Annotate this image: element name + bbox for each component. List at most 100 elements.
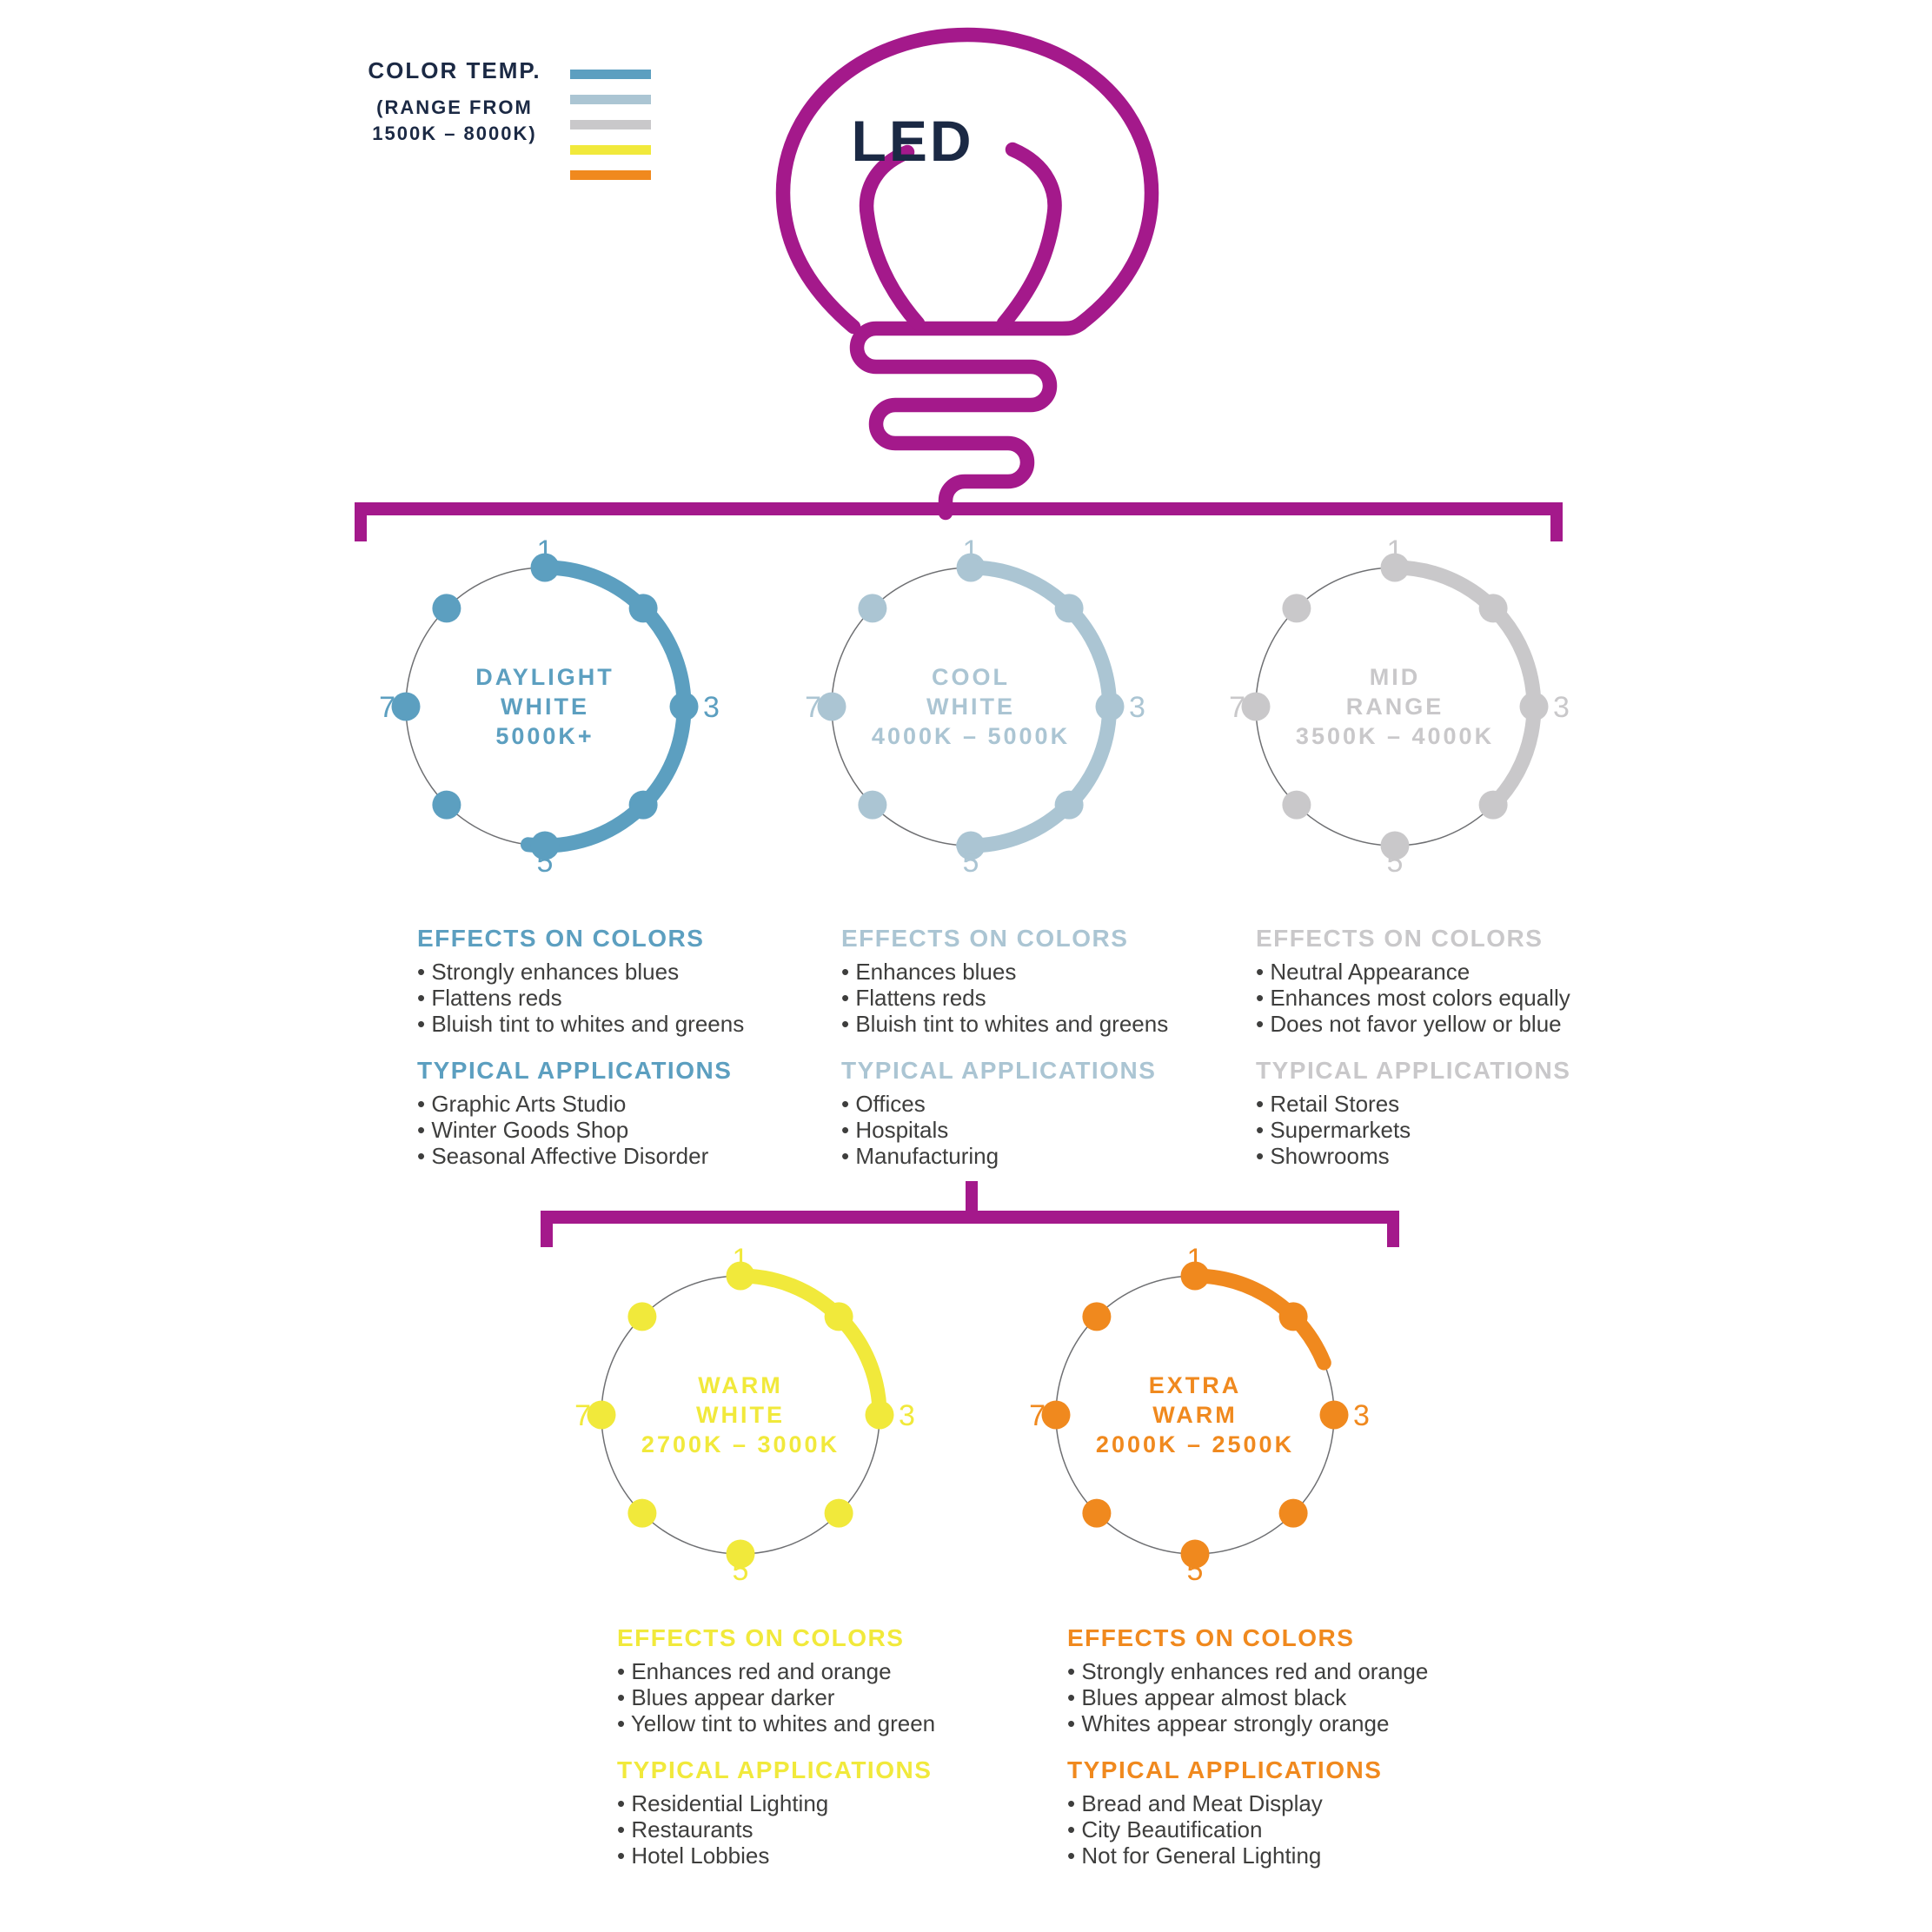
dial-dot (669, 692, 699, 721)
applications-list: • Retail Stores • Supermarkets • Showrooms (1256, 1091, 1664, 1169)
bullet-item: • Yellow tint to whites and green (617, 1710, 936, 1736)
dial-number: 3 (703, 691, 720, 724)
led-bulb-icon: LED (775, 27, 1159, 521)
dial-dot (1054, 790, 1084, 820)
dial-number: 5 (733, 1554, 749, 1587)
dial-number: 3 (1129, 691, 1145, 724)
dial-dot (956, 553, 986, 582)
dial-dot (1180, 1539, 1210, 1569)
dial-dot (1380, 553, 1410, 582)
dial-svg: 1 3 5 7 (379, 534, 720, 879)
info-mid-range: EFFECTS ON COLORS • Neutral Appearance • … (1256, 924, 1664, 1169)
dial-dot (1278, 1498, 1308, 1528)
dial-title-line: WARM (1152, 1402, 1238, 1428)
dial-mid-range: 1 3 5 7 MID RANGE 3500K – 4000K (1195, 507, 1595, 906)
dial-number: 7 (1029, 1399, 1046, 1432)
info-daylight-white: EFFECTS ON COLORS • Strongly enhances bl… (417, 924, 826, 1169)
dial-title-range: 2000K – 2500K (1095, 1431, 1295, 1457)
dial-dot (1319, 1400, 1349, 1430)
bullet-item: • Graphic Arts Studio (417, 1091, 627, 1117)
legend-subtitle-line2: 1500K – 8000K) (372, 123, 537, 144)
dial-title-line: DAYLIGHT (475, 664, 614, 690)
bulb-glass-right (996, 142, 1062, 331)
branch-top-right-tick (1550, 502, 1563, 541)
dial-title-range: 5000K+ (495, 723, 594, 749)
effects-list: • Enhances blues • Flattens reds • Bluish … (841, 959, 1250, 1037)
color-temp-legend: COLOR TEMP. (RANGE FROM 1500K – 8000K) (346, 57, 651, 196)
dial-number: 1 (733, 1243, 749, 1276)
effects-list: • Strongly enhances blues • Flattens reds… (417, 959, 826, 1037)
applications-heading: TYPICAL APPLICATIONS (1256, 1057, 1571, 1084)
effects-heading: EFFECTS ON COLORS (1067, 1624, 1355, 1651)
info-cool-white: EFFECTS ON COLORS • Enhances blues • Flat… (841, 924, 1250, 1169)
dial-title-line: WARM (698, 1372, 783, 1398)
effects-heading: EFFECTS ON COLORS (1256, 925, 1544, 952)
dial-dot (1180, 1261, 1210, 1291)
bullet-item: • Strongly enhances red and orange (1067, 1658, 1429, 1684)
dial-dot (817, 692, 846, 721)
effects-heading: EFFECTS ON COLORS (841, 925, 1129, 952)
dial-dot (726, 1539, 755, 1569)
bullet-item: • Not for General Lighting (1067, 1842, 1322, 1869)
branch-line-bottom (541, 1211, 1399, 1224)
bullet-item: • Neutral Appearance (1256, 959, 1471, 985)
dial-svg: 1 3 5 7 (1029, 1243, 1370, 1587)
dial-dot (1095, 692, 1125, 721)
bullet-item: • Strongly enhances blues (417, 959, 680, 985)
branch-top-left-tick (355, 502, 367, 541)
effects-list: • Enhances red and orange • Blues appear … (617, 1658, 1026, 1736)
dial-title-line: EXTRA (1148, 1372, 1242, 1398)
bullet-item: • Residential Lighting (617, 1790, 829, 1816)
applications-heading: TYPICAL APPLICATIONS (1067, 1756, 1383, 1783)
bullet-item: • Restaurants (617, 1816, 754, 1842)
bullet-item: • City Beautification (1067, 1816, 1263, 1842)
bullet-item: • Whites appear strongly orange (1067, 1710, 1390, 1736)
dial-svg: 1 3 5 7 (574, 1243, 915, 1587)
bullet-item: • Blues appear darker (617, 1684, 835, 1710)
dial-number: 5 (963, 846, 979, 879)
dial-title-line: COOL (932, 664, 1010, 690)
dial-dot (1478, 594, 1508, 623)
dial-number: 5 (1187, 1554, 1204, 1587)
applications-heading: TYPICAL APPLICATIONS (617, 1756, 933, 1783)
dial-title-line: MID (1369, 664, 1421, 690)
dial-title: DAYLIGHT WHITE 5000K+ (345, 507, 745, 906)
dial-title: WARM WHITE 2700K – 3000K (541, 1215, 940, 1615)
dial-dot (627, 1498, 657, 1528)
dial-dot (824, 1302, 853, 1331)
applications-list: • Bread and Meat Display • City Beautific… (1067, 1790, 1476, 1869)
dial-dot (956, 831, 986, 860)
effects-heading: EFFECTS ON COLORS (617, 1624, 905, 1651)
dial-dot (1041, 1400, 1071, 1430)
bullet-item: • Bluish tint to whites and greens (841, 1011, 1169, 1037)
dial-dot (1278, 1302, 1308, 1331)
dial-dot (391, 692, 421, 721)
dial-title: MID RANGE 3500K – 4000K (1195, 507, 1595, 906)
branch-bottom-left-tick (541, 1211, 553, 1247)
legend-color-bars (570, 57, 651, 196)
applications-list: • Offices • Hospitals • Manufacturing (841, 1091, 1250, 1169)
dial-svg: 1 3 5 7 (805, 534, 1145, 879)
bullet-item: • Seasonal Affective Disorder (417, 1143, 709, 1169)
dial-dot (1380, 831, 1410, 860)
bullet-item: • Flattens reds (841, 985, 986, 1011)
dial-svg: 1 3 5 7 (1229, 534, 1570, 879)
branch-line-top (355, 502, 1563, 515)
dial-dot (1054, 594, 1084, 623)
dial-title-range: 4000K – 5000K (871, 723, 1071, 749)
bullet-item: • Showrooms (1256, 1143, 1390, 1169)
dial-number: 7 (379, 691, 395, 724)
dial-dot (1082, 1498, 1112, 1528)
dial-title-line: RANGE (1345, 694, 1444, 720)
dial-number: 1 (1187, 1243, 1204, 1276)
bullet-item: • Manufacturing (841, 1143, 999, 1169)
bulb-outline (775, 27, 1159, 335)
dial-title-line: WHITE (501, 694, 589, 720)
bullet-item: • Bread and Meat Display (1067, 1790, 1323, 1816)
legend-text: COLOR TEMP. (RANGE FROM 1500K – 8000K) (346, 57, 563, 196)
dial-number: 7 (574, 1399, 591, 1432)
legend-color-bar (570, 95, 651, 104)
dial-dot (627, 1302, 657, 1331)
applications-heading: TYPICAL APPLICATIONS (417, 1057, 733, 1084)
dial-number: 5 (1387, 846, 1404, 879)
